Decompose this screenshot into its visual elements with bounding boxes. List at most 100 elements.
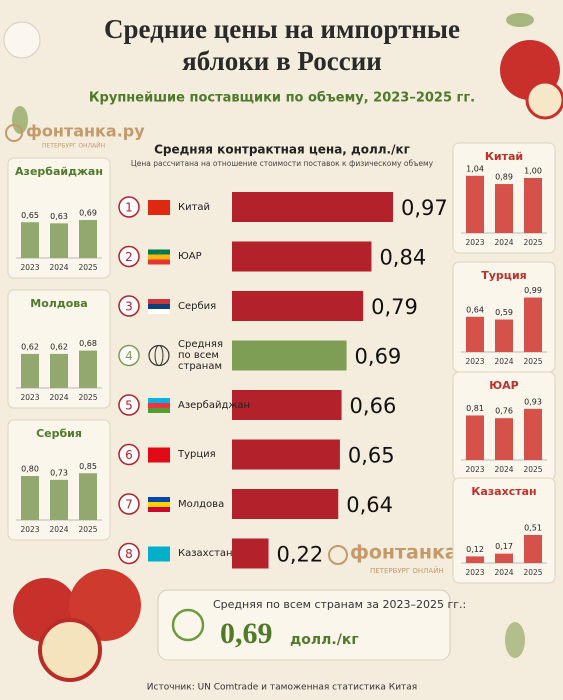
bar (21, 476, 39, 520)
value-label: 0,73 (50, 468, 68, 477)
value-label: 0,89 (495, 173, 513, 182)
flag (148, 259, 170, 265)
rank-badge (118, 196, 140, 218)
x-tick-label: 2023 (465, 568, 484, 577)
rank: 7 (125, 498, 133, 512)
value-label: 0,84 (379, 246, 426, 270)
x-tick-label: 2025 (523, 465, 542, 474)
bar (232, 439, 340, 470)
bar (232, 340, 347, 371)
x-tick-label: 2024 (494, 568, 513, 577)
value-label: 0,69 (79, 209, 97, 218)
bar (232, 192, 394, 222)
logo-icon (328, 545, 348, 565)
rank-badge (118, 542, 140, 565)
value-label: 0,93 (524, 397, 542, 406)
rank: 6 (125, 448, 133, 462)
value-label: 0,64 (466, 305, 484, 314)
rank-badge (118, 245, 140, 268)
bar (466, 316, 484, 352)
flag (148, 254, 170, 260)
flag (148, 205, 170, 210)
panel-title: Турция (481, 269, 526, 282)
bar (524, 178, 542, 233)
x-tick-label: 2023 (465, 357, 484, 366)
bar (524, 408, 542, 460)
flag (148, 309, 170, 314)
x-tick-label: 2025 (78, 263, 97, 272)
x-tick-label: 2024 (494, 238, 513, 247)
value-label: 0,85 (79, 462, 97, 471)
summary-value: 0,69 (220, 617, 273, 650)
value-label: 0,76 (495, 407, 513, 416)
flag (148, 210, 170, 215)
rank: 8 (125, 547, 133, 561)
subtitle: Крупнейшие поставщики по объему, 2023–20… (89, 91, 475, 106)
value-label: 1,00 (524, 167, 542, 176)
value-label: 0,68 (79, 339, 97, 348)
panel-title: Сербия (36, 427, 82, 440)
bar (50, 353, 68, 388)
bar (232, 538, 269, 569)
value-label: 0,65 (21, 211, 39, 220)
bar (79, 350, 97, 388)
value-label: 1,04 (466, 164, 484, 173)
category-label: Казахстан (178, 548, 233, 559)
value-label: 0,69 (355, 345, 402, 369)
flag (148, 403, 170, 408)
flag (148, 249, 170, 255)
logo: фонтанка.ру (26, 122, 145, 141)
flag (148, 447, 170, 453)
rank-badge (118, 295, 140, 317)
value-label: 0,99 (524, 286, 542, 295)
x-tick-label: 2025 (523, 238, 542, 247)
logo-tagline: ПЕТЕРБУРГ ОНЛАЙН (370, 566, 444, 575)
bar (50, 223, 68, 258)
bar (495, 319, 513, 352)
panel-title: Молдова (30, 297, 87, 310)
x-tick-label: 2024 (49, 263, 68, 272)
flag (148, 546, 170, 552)
panel-title: ЮАР (489, 379, 519, 392)
globe-icon (148, 344, 170, 367)
bar (232, 241, 372, 272)
bar (495, 418, 513, 460)
bar (466, 175, 484, 233)
bar (21, 353, 39, 388)
value-label: 0,65 (348, 444, 395, 468)
x-tick-label: 2024 (494, 465, 513, 474)
x-tick-label: 2023 (465, 465, 484, 474)
rank-badge (118, 443, 140, 466)
flag (148, 408, 170, 413)
bar (232, 291, 364, 321)
rank: 4 (125, 349, 133, 363)
logo-icon (5, 124, 23, 142)
category-label: Китай (178, 201, 211, 213)
panel-title: Азербайджан (15, 165, 103, 178)
bar (79, 220, 97, 258)
value-label: 0,79 (371, 295, 418, 319)
bar (495, 553, 513, 563)
logo-tagline: ПЕТЕРБУРГ ОНЛАЙН (42, 143, 105, 150)
value-label: 0,81 (466, 404, 484, 413)
summary-unit: долл./кг (290, 632, 359, 648)
summary-label: Средняя по всем странам за 2023–2025 гг.… (213, 598, 466, 611)
value-label: 0,12 (466, 545, 484, 554)
bar (495, 184, 513, 233)
rank: 1 (125, 201, 133, 215)
decor-apples (3, 13, 563, 682)
bar (466, 415, 484, 460)
category-label: Сербия (178, 300, 217, 312)
x-tick-label: 2025 (523, 357, 542, 366)
category-label: ЮАР (178, 251, 202, 262)
summary-icon (171, 608, 205, 642)
rank: 5 (125, 399, 133, 413)
x-tick-label: 2024 (49, 393, 68, 402)
flag (148, 507, 170, 512)
value-label: 0,80 (21, 465, 39, 474)
x-tick-label: 2024 (49, 525, 68, 534)
title: Средние цены на импортные (104, 14, 460, 44)
flag (148, 497, 170, 502)
